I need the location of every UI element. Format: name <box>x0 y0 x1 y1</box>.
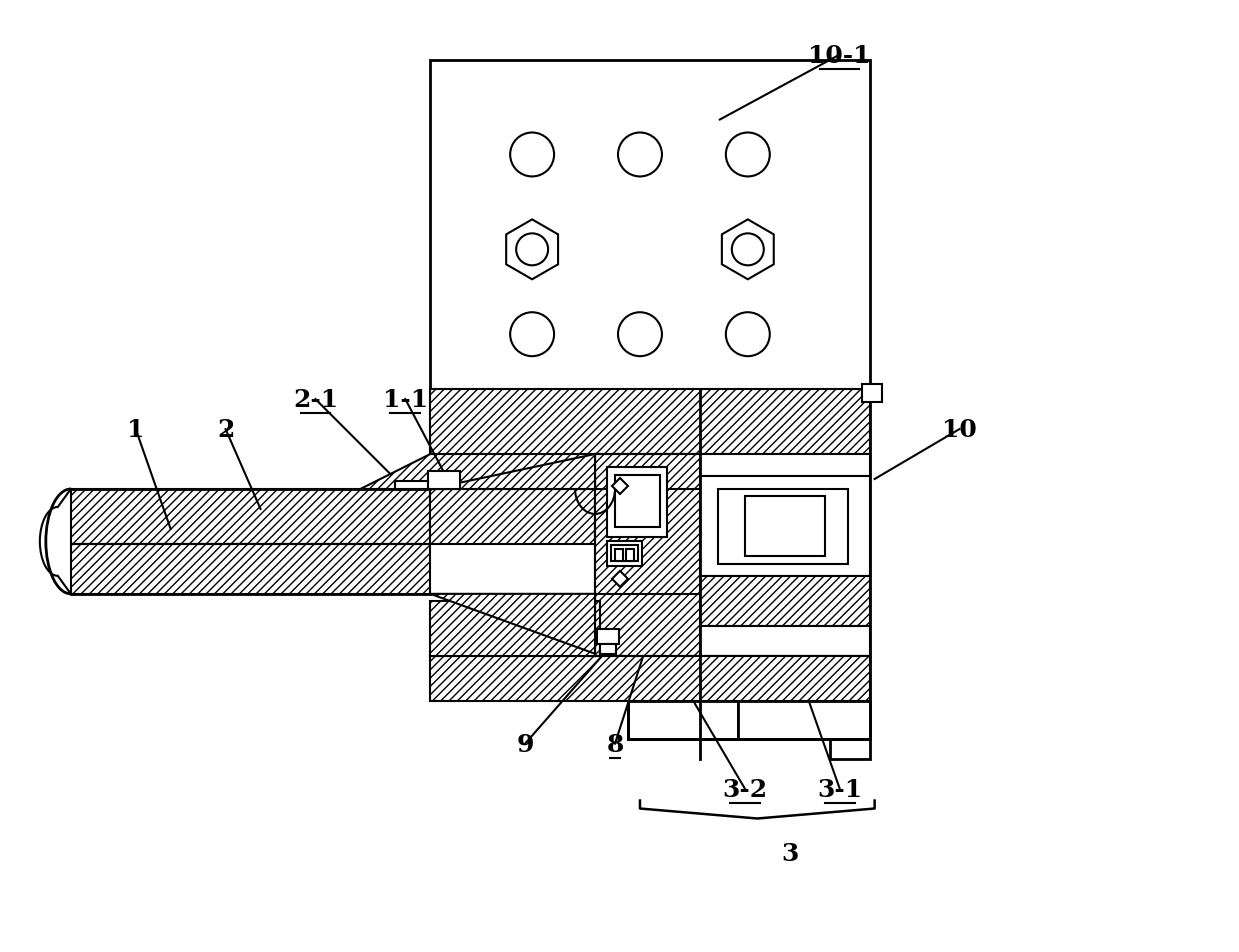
Polygon shape <box>361 454 595 489</box>
Bar <box>430 656 870 701</box>
Bar <box>700 454 870 477</box>
Bar <box>717 489 847 565</box>
Bar <box>700 656 870 701</box>
Bar <box>607 542 642 566</box>
Text: 10: 10 <box>942 418 976 442</box>
Text: 1-1: 1-1 <box>383 387 427 411</box>
Circle shape <box>726 313 769 357</box>
Polygon shape <box>430 594 595 654</box>
Circle shape <box>618 133 662 177</box>
Polygon shape <box>612 479 628 494</box>
Text: 2-1: 2-1 <box>292 387 338 411</box>
Text: 1: 1 <box>128 418 145 442</box>
Text: 3-2: 3-2 <box>722 777 767 801</box>
Bar <box>700 626 870 656</box>
Bar <box>700 477 870 576</box>
Bar <box>615 475 660 527</box>
Text: 2: 2 <box>217 418 234 442</box>
Bar <box>626 549 634 562</box>
Circle shape <box>732 234 763 266</box>
Text: 9: 9 <box>517 732 534 756</box>
Bar <box>71 489 430 545</box>
Text: 3: 3 <box>781 842 798 865</box>
Bar <box>430 601 600 656</box>
Bar <box>861 385 882 403</box>
Polygon shape <box>430 489 595 545</box>
Bar <box>615 549 623 562</box>
Bar <box>738 701 870 739</box>
Bar <box>628 701 738 739</box>
Circle shape <box>510 133 554 177</box>
Bar <box>395 482 429 489</box>
Circle shape <box>517 234 548 266</box>
Text: 3-1: 3-1 <box>817 777 862 801</box>
Polygon shape <box>612 571 628 587</box>
Text: 8: 8 <box>606 732 623 756</box>
Bar <box>745 496 825 556</box>
Bar <box>830 389 870 759</box>
Polygon shape <box>507 220 558 280</box>
Bar <box>700 576 870 626</box>
Bar <box>607 467 667 537</box>
Bar <box>597 629 620 645</box>
Bar <box>430 61 870 389</box>
Bar <box>595 454 700 656</box>
Polygon shape <box>430 454 595 489</box>
Text: 10-1: 10-1 <box>808 44 871 68</box>
Bar <box>71 545 430 594</box>
Bar <box>429 471 460 489</box>
Circle shape <box>726 133 769 177</box>
Bar <box>611 545 638 562</box>
Polygon shape <box>722 220 774 280</box>
Bar <box>600 645 616 654</box>
Bar <box>430 389 870 454</box>
Circle shape <box>510 313 554 357</box>
Circle shape <box>618 313 662 357</box>
